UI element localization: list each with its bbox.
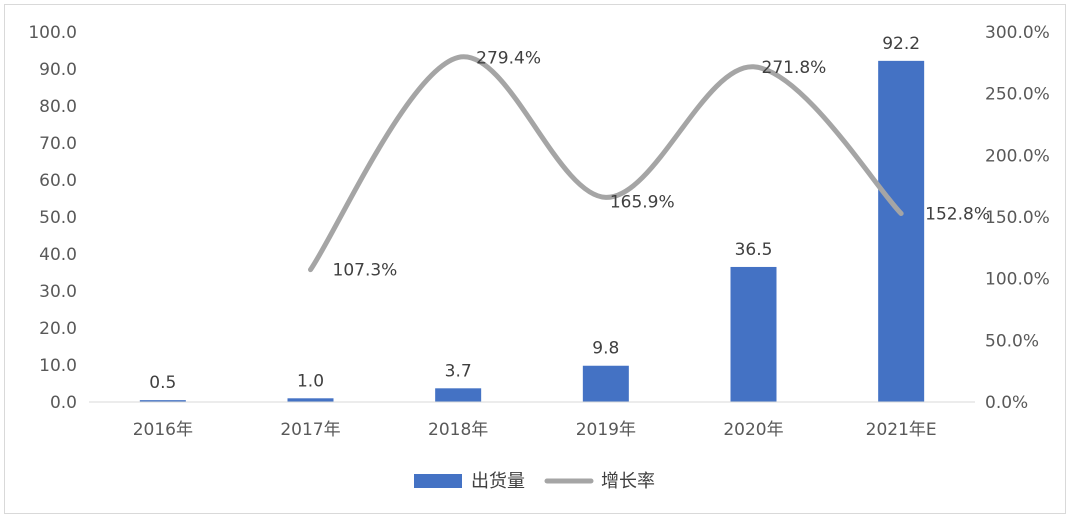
left-tick-label: 10.0 <box>39 356 77 376</box>
x-tick-label: 2016年 <box>133 420 193 440</box>
line-value-label: 152.8% <box>925 205 990 225</box>
x-tick-label: 2021年E <box>866 420 937 440</box>
legend: 出货量 增长率 <box>414 471 655 492</box>
x-tick-label: 2019年 <box>576 420 636 440</box>
right-axis-ticks: 0.0% 50.0% 100.0% 150.0% 200.0% 250.0% 300.0% <box>985 23 1050 413</box>
bar-series <box>139 60 925 403</box>
left-axis-ticks: 0.0 10.0 20.0 30.0 40.0 50.0 60.0 70.0 80.0 90.0 1… <box>28 23 77 413</box>
left-tick-label: 40.0 <box>39 245 77 265</box>
left-tick-label: 100.0 <box>28 23 77 43</box>
bar-value-label: 92.2 <box>882 34 920 54</box>
x-axis-ticks: 2016年 2017年 2018年 2019年 2020年 2021年E <box>133 420 937 440</box>
right-tick-label: 250.0% <box>985 85 1050 105</box>
right-tick-label: 100.0% <box>985 270 1050 290</box>
bar <box>730 266 777 402</box>
legend-bar-label: 出货量 <box>471 471 525 492</box>
left-tick-label: 70.0 <box>39 134 77 154</box>
bar-value-label: 0.5 <box>149 373 176 393</box>
bar <box>582 365 629 402</box>
chart: 0.0 10.0 20.0 30.0 40.0 50.0 60.0 70.0 80.0 90.0 1… <box>28 23 1050 492</box>
legend-line-label: 增长率 <box>601 471 655 492</box>
left-tick-label: 80.0 <box>39 97 77 117</box>
left-tick-label: 50.0 <box>39 208 77 228</box>
left-tick-label: 20.0 <box>39 319 77 339</box>
bar-value-label: 9.8 <box>592 339 619 359</box>
bar-value-label: 1.0 <box>297 371 324 391</box>
left-tick-label: 0.0 <box>50 393 77 413</box>
legend-bar-swatch <box>414 474 462 488</box>
x-tick-label: 2017年 <box>280 420 340 440</box>
line-value-label: 165.9% <box>610 192 675 212</box>
right-tick-label: 200.0% <box>985 146 1050 166</box>
bar-value-label: 36.5 <box>735 240 773 260</box>
right-tick-label: 0.0% <box>985 393 1028 413</box>
left-tick-label: 90.0 <box>39 60 77 80</box>
line-value-label: 271.8% <box>762 58 827 78</box>
right-tick-label: 50.0% <box>985 331 1039 351</box>
right-tick-label: 150.0% <box>985 208 1050 228</box>
left-tick-label: 60.0 <box>39 171 77 191</box>
line-value-label: 279.4% <box>476 48 541 68</box>
bar <box>878 60 925 403</box>
left-tick-label: 30.0 <box>39 282 77 302</box>
right-tick-label: 300.0% <box>985 23 1050 43</box>
bar <box>287 398 334 402</box>
x-tick-label: 2020年 <box>723 420 783 440</box>
x-tick-label: 2018年 <box>428 420 488 440</box>
line-value-label: 107.3% <box>333 261 398 281</box>
bar <box>139 400 186 402</box>
bar <box>435 388 482 402</box>
bar-value-label: 3.7 <box>445 361 472 381</box>
line-data-labels: 107.3% 279.4% 165.9% 271.8% 152.8% <box>333 48 990 280</box>
growth-rate-line <box>308 54 904 273</box>
bar-data-labels: 0.5 1.0 3.7 9.8 36.5 92.2 <box>149 34 920 393</box>
chart-frame: 0.0 10.0 20.0 30.0 40.0 50.0 60.0 70.0 80.0 90.0 1… <box>4 4 1066 514</box>
